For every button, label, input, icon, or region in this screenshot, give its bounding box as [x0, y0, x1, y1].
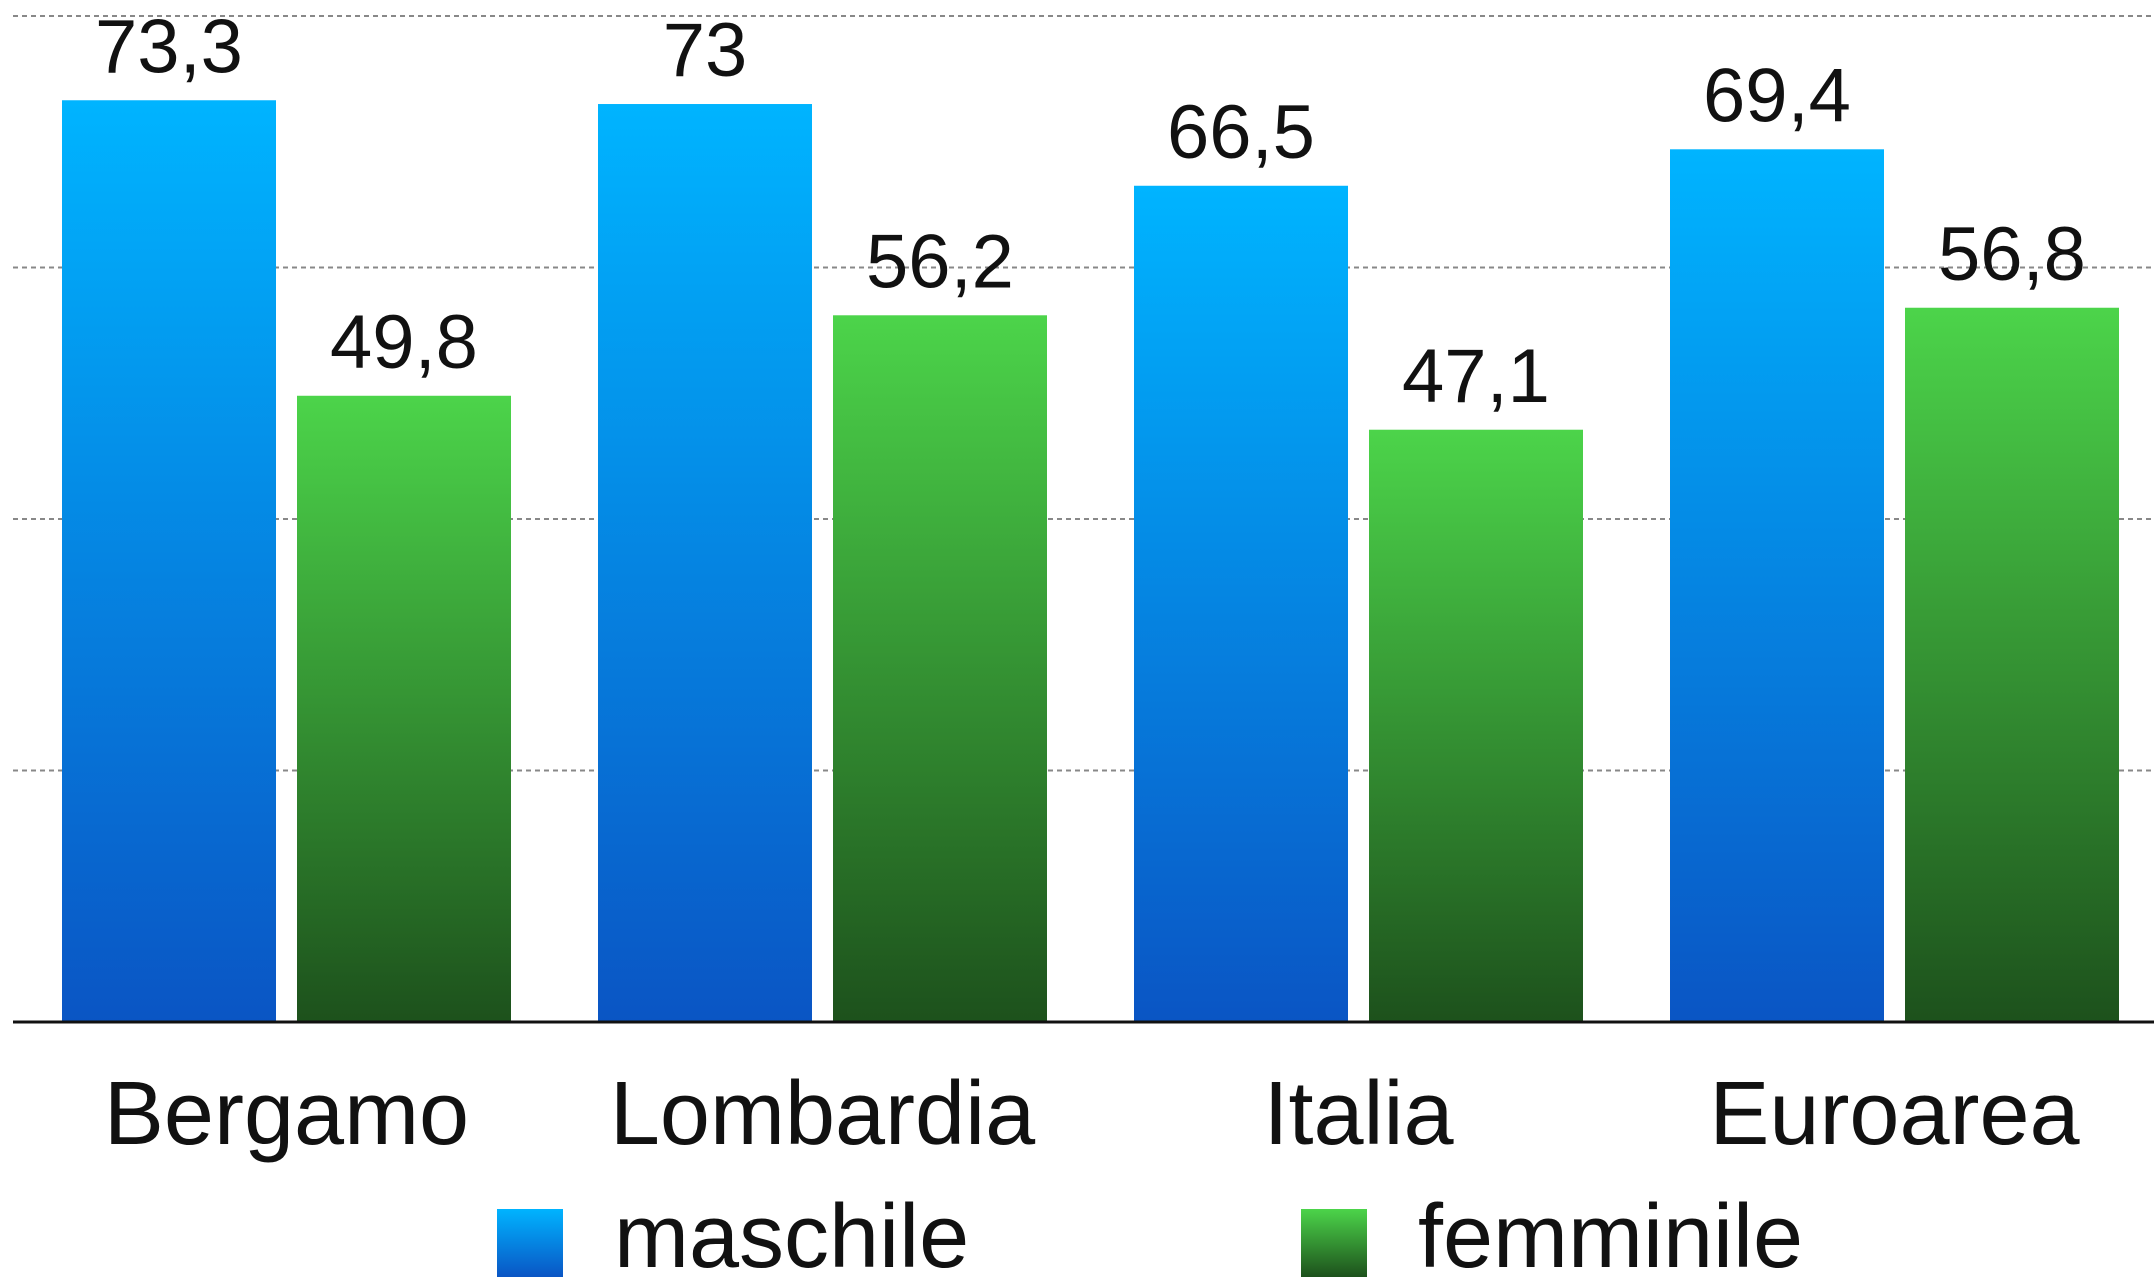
bar	[1905, 307, 2119, 1022]
bar	[1134, 185, 1348, 1022]
x-tick-label: Italia	[1263, 1064, 1454, 1164]
bar	[598, 104, 812, 1022]
legend-swatch	[497, 1209, 563, 1277]
bar	[1670, 149, 1884, 1023]
value-label: 47,1	[1402, 334, 1550, 419]
value-label: 73,3	[95, 4, 243, 89]
value-label: 73	[663, 8, 748, 93]
legend-label: femminile	[1418, 1187, 1803, 1277]
x-tick-label: Bergamo	[104, 1064, 469, 1164]
legend-label: maschile	[614, 1187, 969, 1277]
value-label: 49,8	[330, 300, 478, 385]
value-label: 69,4	[1703, 53, 1851, 138]
bar	[1369, 429, 1583, 1022]
value-label: 66,5	[1167, 90, 1315, 175]
bar	[297, 395, 511, 1022]
x-tick-label: Lombardia	[610, 1064, 1036, 1164]
value-label: 56,8	[1938, 212, 2086, 297]
value-label: 56,2	[866, 219, 1014, 304]
legend-swatch	[1301, 1209, 1367, 1277]
bar	[833, 315, 1047, 1022]
x-tick-label: Euroarea	[1709, 1064, 2080, 1164]
bar	[62, 100, 276, 1022]
